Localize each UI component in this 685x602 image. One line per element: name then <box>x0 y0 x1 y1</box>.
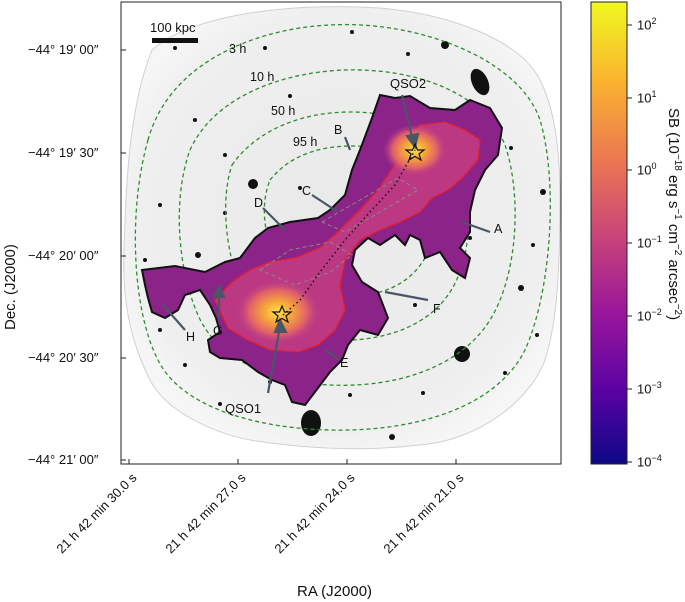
dec-tick-1: −44° 19′ 00″ <box>28 42 99 57</box>
region-label-d: D <box>254 196 264 210</box>
colorbar-title: SB (10−18 erg s−1 cm−2 arcsec−2) <box>665 108 683 321</box>
cb-tick-3: 100 <box>637 161 657 178</box>
cb-tick-5: 10−2 <box>637 307 662 324</box>
qso2-label: QSO2 <box>390 76 427 91</box>
region-label-b: B <box>334 123 343 137</box>
y-axis-title: Dec. (J2000) <box>2 244 19 330</box>
scale-bar <box>152 38 198 43</box>
field-sources <box>143 30 546 440</box>
colorbar <box>590 1 628 465</box>
cb-tick-4: 10−1 <box>637 234 662 251</box>
cb-tick-1: 102 <box>637 16 657 33</box>
qso1-label: QSO1 <box>225 401 262 416</box>
region-guides <box>258 177 419 286</box>
cb-tick-6: 10−3 <box>637 380 662 397</box>
region-label-a: A <box>494 222 503 236</box>
dec-tick-2: −44° 19′ 30″ <box>28 145 99 160</box>
scale-bar-label: 100 kpc <box>150 20 196 35</box>
cb-tick-7: 10−4 <box>637 453 662 470</box>
contour-label-10h: 10 h <box>250 70 275 84</box>
region-label-g: G <box>213 324 223 338</box>
dec-tick-3: −44° 20′ 00″ <box>28 248 99 263</box>
dec-tick-5: −44° 21′ 00″ <box>28 452 99 467</box>
filament-line <box>282 149 416 316</box>
region-label-h: H <box>186 330 196 344</box>
region-label-c: C <box>302 184 312 198</box>
quasar-markers <box>271 142 426 324</box>
x-axis-title: RA (J2000) <box>297 583 373 600</box>
contour-label-95h: 95 h <box>293 135 318 149</box>
region-label-f: F <box>433 302 441 316</box>
region-label-e: E <box>340 356 349 370</box>
colorbar-ticks <box>627 24 632 463</box>
contour-label-50h: 50 h <box>271 104 296 118</box>
dec-tick-4: −44° 20′ 30″ <box>28 350 99 365</box>
axis-ticks <box>121 49 457 464</box>
contour-label-3h: 3 h <box>229 42 247 56</box>
cb-tick-2: 101 <box>637 89 657 106</box>
